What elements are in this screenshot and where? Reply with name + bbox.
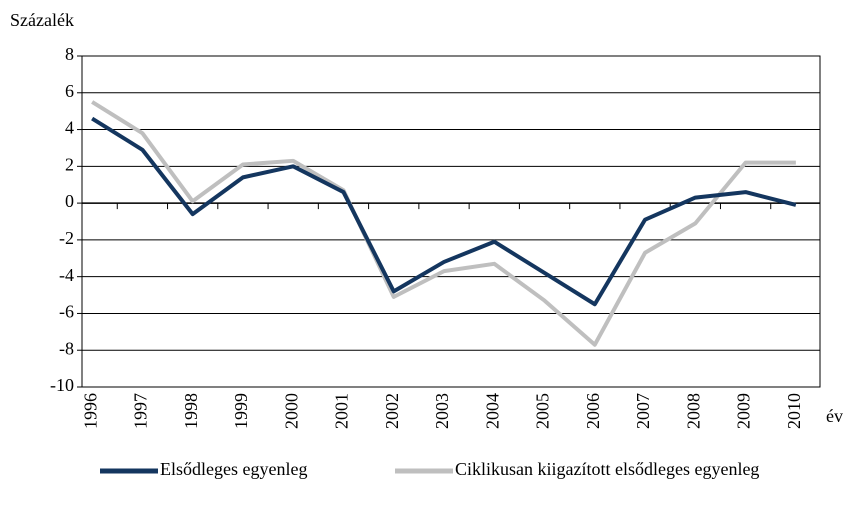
- line: [91, 116, 797, 307]
- x-tick-label: 2010: [784, 393, 804, 429]
- x-tick-label: 1996: [80, 393, 100, 429]
- y-tick-label: -4: [59, 265, 74, 285]
- y-tick-label: -2: [59, 228, 74, 248]
- x-tick-label: 2002: [382, 393, 402, 429]
- x-axis-label: év: [826, 406, 843, 426]
- x-tick-label: 2003: [432, 393, 452, 429]
- x-tick-label: 2006: [583, 393, 603, 429]
- x-tick-label: 2004: [482, 393, 502, 429]
- x-tick-label: 1999: [231, 393, 251, 429]
- plot-border: [81, 55, 821, 388]
- x-tick-label: 2001: [332, 393, 352, 429]
- y-tick-label: -10: [50, 375, 74, 395]
- x-tick-label: 2007: [633, 393, 653, 429]
- y-tick-label: 6: [65, 81, 74, 101]
- y-tick-label: 8: [65, 44, 74, 64]
- x-tick-label: 2008: [683, 393, 703, 429]
- legend-label: Elsődleges egyenleg: [160, 459, 307, 479]
- y-tick-label: 2: [65, 154, 74, 174]
- x-tick-label: 2009: [734, 393, 754, 429]
- legend-label: Ciklikusan kiigazított elsődleges egyenl…: [455, 459, 759, 479]
- x-tick-label: 2000: [281, 393, 301, 429]
- y-tick-label: 0: [65, 191, 74, 211]
- line: [91, 100, 796, 347]
- x-tick-label: 1998: [181, 393, 201, 429]
- x-tick-label: 1997: [131, 393, 151, 429]
- x-tick-label: 2005: [533, 393, 553, 429]
- y-tick-label: 4: [65, 118, 74, 138]
- y-tick-label: -8: [59, 338, 74, 358]
- y-tick-label: -6: [59, 302, 74, 322]
- y-axis-label: Százalék: [10, 10, 74, 30]
